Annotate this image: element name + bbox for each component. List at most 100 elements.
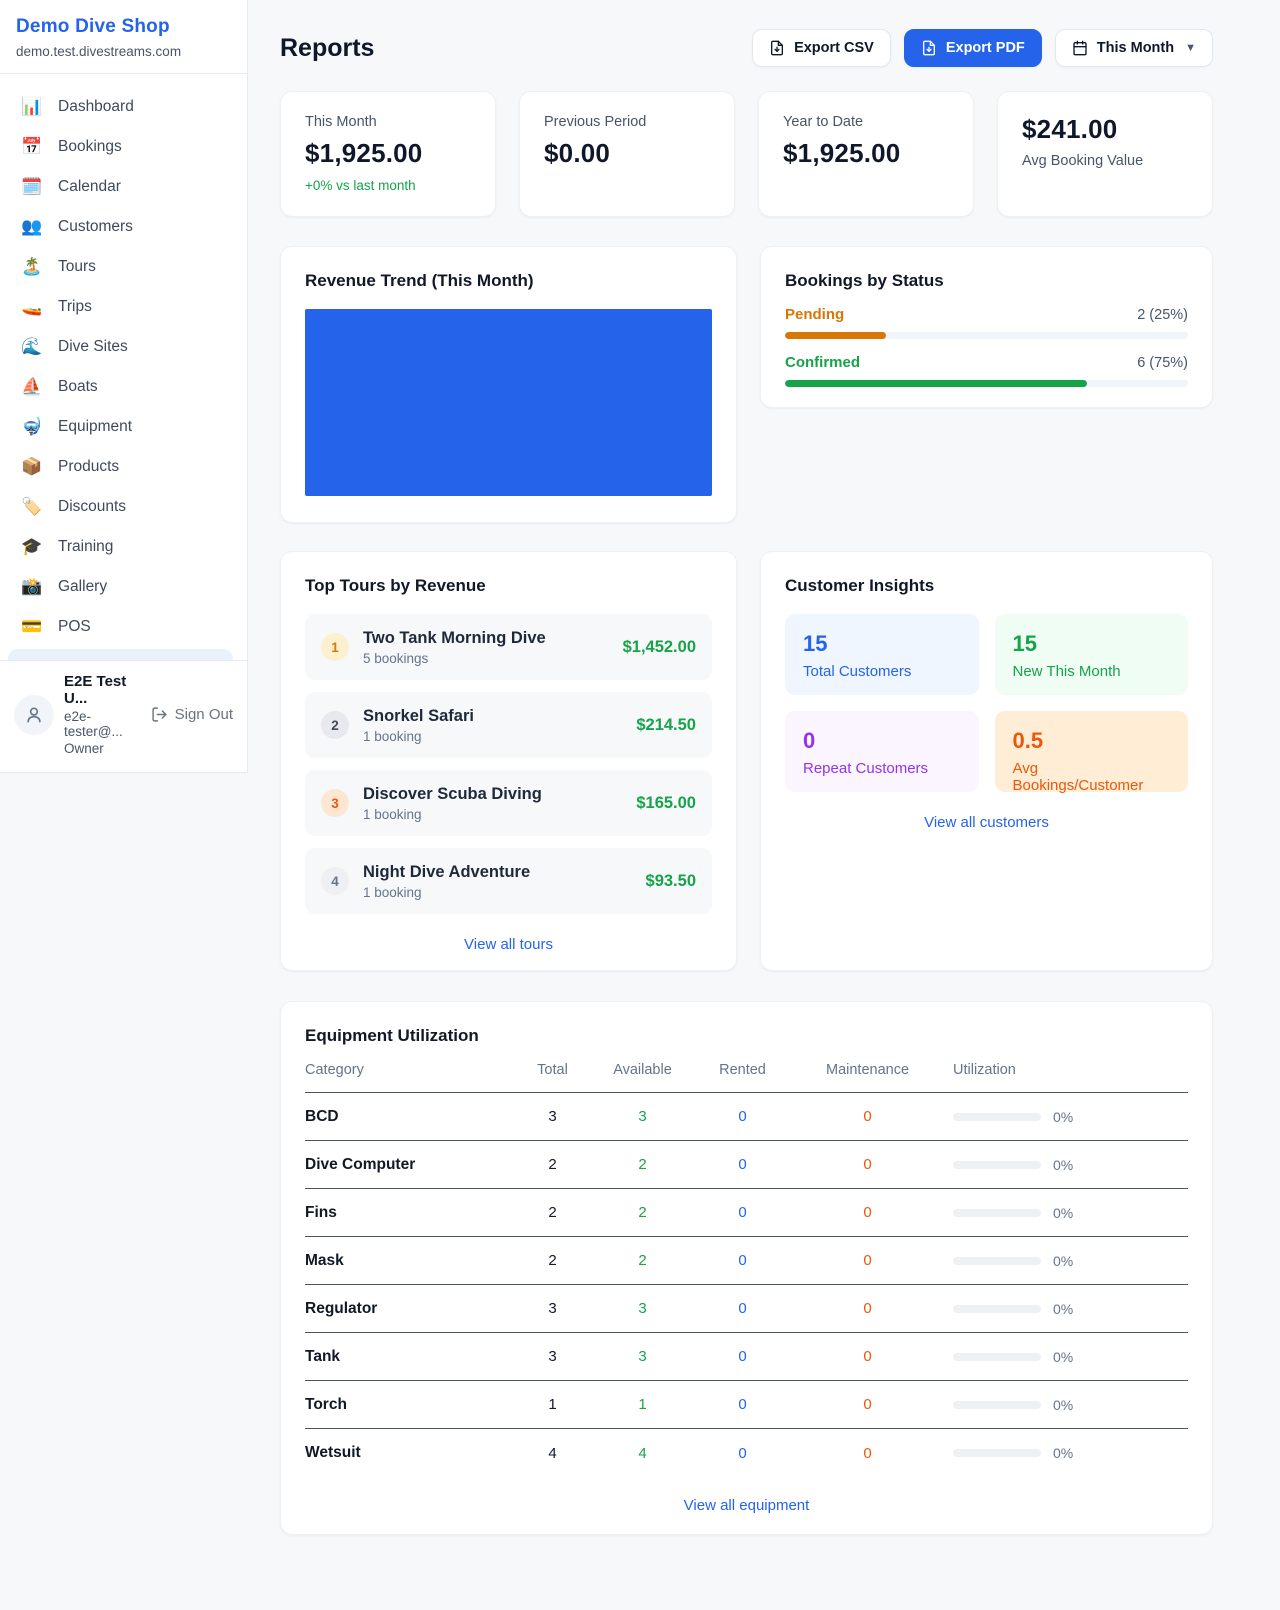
sidebar-item-calendar[interactable]: 🗓️ Calendar xyxy=(13,167,237,207)
cell-category: Mask xyxy=(305,1251,344,1269)
sidebar-item-label: Dashboard xyxy=(58,98,134,115)
tour-bookings: 5 bookings xyxy=(363,650,429,666)
view-all-customers-link[interactable]: View all customers xyxy=(924,814,1049,831)
cell-rented: 0 xyxy=(738,1156,747,1173)
sailboat-icon: ⛵ xyxy=(21,377,43,396)
cell-utilization: 0% xyxy=(935,1253,1188,1269)
stat-delta: +0% vs last month xyxy=(305,178,416,193)
sidebar-item-equipment[interactable]: 🤿 Equipment xyxy=(13,407,237,447)
bookings-by-status-card: Bookings by Status Pending 2 (25%) Confi… xyxy=(760,246,1213,408)
cell-available: 4 xyxy=(638,1444,647,1462)
revenue-trend-chart xyxy=(305,309,712,496)
sidebar-item-label: Trips xyxy=(58,298,92,315)
cell-category: Regulator xyxy=(305,1299,378,1317)
user-info: E2E Test U... e2e-tester@... Owner xyxy=(64,673,141,756)
view-all-tours-link[interactable]: View all tours xyxy=(464,936,553,953)
tour-bookings: 1 booking xyxy=(363,728,422,744)
logout-icon xyxy=(152,707,167,722)
insight-tiles: 15 Total Customers 15 New This Month 0 R… xyxy=(785,614,1188,794)
tile-label: New This Month xyxy=(1012,663,1121,680)
export-pdf-button[interactable]: Export PDF xyxy=(903,29,1042,67)
cell-available: 2 xyxy=(638,1204,647,1221)
sidebar-item-label: Boats xyxy=(58,378,98,395)
sidebar-item-tours[interactable]: 🏝️ Tours xyxy=(13,247,237,287)
cell-maintenance: 0 xyxy=(863,1252,872,1269)
avatar xyxy=(14,694,54,735)
view-all-equipment-link[interactable]: View all equipment xyxy=(683,1497,810,1514)
sidebar-item-label: Equipment xyxy=(58,418,133,435)
sidebar-item-label: Customers xyxy=(58,218,133,235)
cell-rented: 0 xyxy=(738,1300,747,1317)
stat-label: Avg Booking Value xyxy=(1022,153,1144,169)
bookings-by-status-title: Bookings by Status xyxy=(785,271,944,290)
person-icon xyxy=(27,707,41,722)
sidebar-item-discounts[interactable]: 🏷️ Discounts xyxy=(13,487,237,527)
sidebar-item-label: Bookings xyxy=(58,138,122,155)
sign-out-button[interactable]: Sign Out xyxy=(151,706,233,723)
stat-card-avg-booking-value: $241.00 Avg Booking Value xyxy=(997,91,1213,217)
stat-label: This Month xyxy=(305,114,377,130)
tile-value: 15 xyxy=(1012,631,1037,656)
tour-row: 3 Discover Scuba Diving 1 booking $165.00 xyxy=(305,770,712,836)
customer-insights-title: Customer Insights xyxy=(785,576,935,595)
tile-new-this-month: 15 New This Month xyxy=(994,614,1188,695)
sidebar-item-reports-active-partial[interactable] xyxy=(8,649,233,660)
charts-row: Revenue Trend (This Month) Bookings by S… xyxy=(280,246,1213,523)
sidebar-item-label: Dive Sites xyxy=(58,338,128,355)
cell-available: 1 xyxy=(638,1396,647,1413)
wave-icon: 🌊 xyxy=(21,337,43,356)
sidebar-item-products[interactable]: 📦 Products xyxy=(13,447,237,487)
period-select-button[interactable]: This Month ▼ xyxy=(1054,29,1213,67)
cell-total: 2 xyxy=(548,1252,557,1269)
file-download-icon xyxy=(922,40,935,56)
cell-utilization: 0% xyxy=(935,1349,1188,1365)
cell-rented: 0 xyxy=(738,1396,747,1413)
sidebar-item-label: Discounts xyxy=(58,498,127,515)
cell-maintenance: 0 xyxy=(863,1156,872,1173)
equipment-row: Fins 2 2 0 0 0% xyxy=(305,1189,1188,1237)
revenue-trend-card: Revenue Trend (This Month) xyxy=(280,246,737,523)
period-label: This Month xyxy=(1096,40,1175,56)
cell-utilization: 0% xyxy=(935,1109,1188,1125)
cell-available: 2 xyxy=(638,1252,647,1269)
customer-insights-card: Customer Insights 15 Total Customers 15 … xyxy=(760,551,1213,971)
stat-label: Previous Period xyxy=(544,114,647,130)
cell-rented: 0 xyxy=(738,1348,747,1365)
sidebar-item-label: Products xyxy=(58,458,120,475)
cell-maintenance: 0 xyxy=(863,1108,872,1125)
sidebar-item-customers[interactable]: 👥 Customers xyxy=(13,207,237,247)
sidebar-item-gallery[interactable]: 📸 Gallery xyxy=(13,567,237,607)
col-header-utilization: Utilization xyxy=(953,1062,1016,1078)
cell-available: 3 xyxy=(638,1300,647,1317)
sidebar-item-training[interactable]: 🎓 Training xyxy=(13,527,237,567)
brand-block: Demo Dive Shop demo.test.divestreams.com xyxy=(0,0,247,74)
export-csv-button[interactable]: Export CSV xyxy=(752,29,891,67)
speedboat-icon: 🚤 xyxy=(21,297,43,316)
sidebar-nav: 📊 Dashboard 📅 Bookings 🗓️ Calendar 👥 Custome… xyxy=(0,74,247,647)
sidebar-item-pos[interactable]: 💳 POS xyxy=(13,607,237,647)
stat-value: $1,925.00 xyxy=(305,138,423,168)
user-footer: E2E Test U... e2e-tester@... Owner Sign … xyxy=(0,660,247,772)
cell-total: 2 xyxy=(548,1156,557,1173)
cell-utilization: 0% xyxy=(935,1445,1188,1461)
sidebar-item-dashboard[interactable]: 📊 Dashboard xyxy=(13,87,237,127)
stats-row: This Month $1,925.00 +0% vs last month P… xyxy=(280,91,1213,217)
sidebar-item-label: Gallery xyxy=(58,578,108,595)
tag-icon: 🏷️ xyxy=(21,497,43,516)
tour-name: Night Dive Adventure xyxy=(363,862,531,881)
sidebar-item-bookings[interactable]: 📅 Bookings xyxy=(13,127,237,167)
sidebar-item-label: Tours xyxy=(58,258,96,275)
sidebar-item-dive-sites[interactable]: 🌊 Dive Sites xyxy=(13,327,237,367)
sidebar-item-trips[interactable]: 🚤 Trips xyxy=(13,287,237,327)
top-tours-card: Top Tours by Revenue 1 Two Tank Morning … xyxy=(280,551,737,971)
cell-maintenance: 0 xyxy=(863,1396,872,1413)
cell-maintenance: 0 xyxy=(863,1300,872,1317)
equipment-row: Wetsuit 4 4 0 0 0% xyxy=(305,1429,1188,1477)
sidebar-item-label: Calendar xyxy=(58,178,121,195)
diving-mask-icon: 🤿 xyxy=(21,417,43,436)
export-pdf-label: Export PDF xyxy=(945,40,1025,56)
cell-utilization: 0% xyxy=(935,1205,1188,1221)
col-header-category: Category xyxy=(305,1062,364,1078)
tile-label: Repeat Customers xyxy=(803,760,929,777)
sidebar-item-boats[interactable]: ⛵ Boats xyxy=(13,367,237,407)
